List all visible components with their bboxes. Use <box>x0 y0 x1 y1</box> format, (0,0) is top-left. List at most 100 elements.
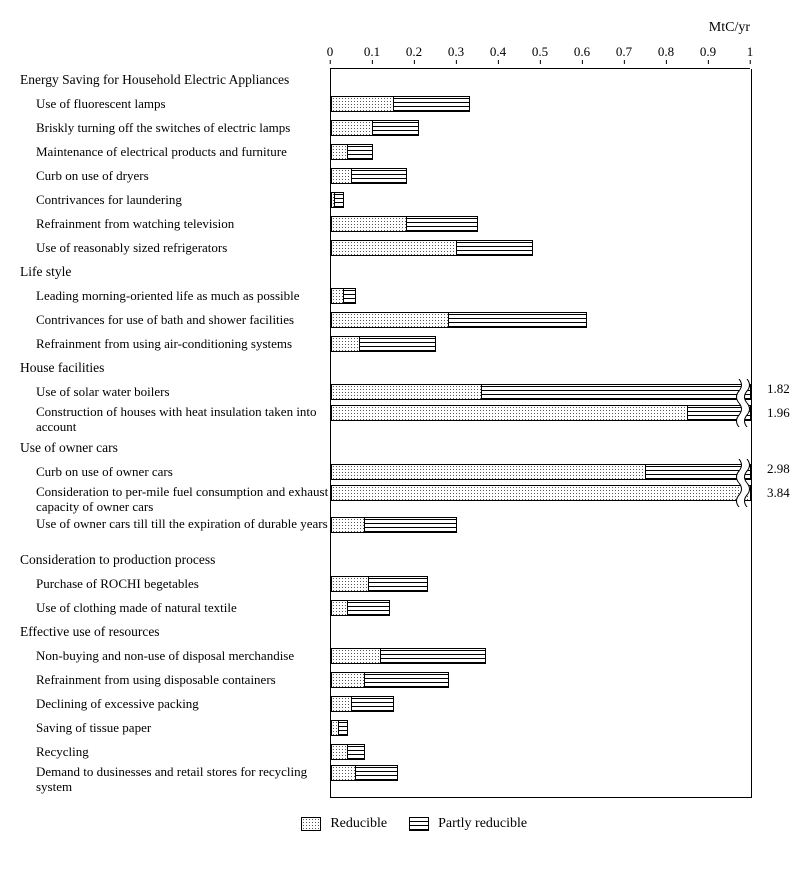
bar-row <box>331 573 751 597</box>
item-label: Declining of excessive packing <box>20 692 330 716</box>
x-tick: 0.1 <box>364 44 380 60</box>
bar-row <box>331 237 751 261</box>
plot-row <box>331 261 751 285</box>
bar-segment-partly <box>335 192 343 208</box>
bar-row <box>331 213 751 237</box>
x-tick: 0.3 <box>448 44 464 60</box>
group-header: Life style <box>20 260 330 284</box>
bar-segment-reducible <box>331 765 356 781</box>
x-tick: 0.8 <box>658 44 674 60</box>
plot-row <box>331 549 751 573</box>
bar <box>331 168 407 184</box>
bar-row <box>331 669 751 693</box>
bar-segment-reducible <box>331 648 381 664</box>
bar-segment-reducible <box>331 600 348 616</box>
bar-segment-reducible <box>331 216 407 232</box>
bar <box>331 240 533 256</box>
item-label: Use of reasonably sized refrigerators <box>20 236 330 260</box>
bar-row <box>331 117 751 141</box>
bar <box>331 720 348 736</box>
bar <box>331 672 449 688</box>
bar-segment-reducible <box>331 744 348 760</box>
item-label: Non-buying and non-use of disposal merch… <box>20 644 330 668</box>
bar <box>331 288 356 304</box>
bar <box>331 144 373 160</box>
bar-segment-partly <box>356 765 398 781</box>
item-label: Contrivances for use of bath and shower … <box>20 308 330 332</box>
overflow-value: 1.82 <box>767 381 790 397</box>
bar-row <box>331 189 751 213</box>
bar-row <box>331 693 751 717</box>
bar-row <box>331 141 751 165</box>
item-label: Saving of tissue paper <box>20 716 330 740</box>
bar-segment-reducible <box>331 120 373 136</box>
item-label: Curb on use of owner cars <box>20 460 330 484</box>
bar-row <box>331 717 751 741</box>
bar-segment-reducible <box>331 405 688 421</box>
bar-segment-partly <box>360 336 436 352</box>
bar-segment-reducible <box>331 336 360 352</box>
x-tick: 0.9 <box>700 44 716 60</box>
bar-segment-partly <box>365 672 449 688</box>
plot-row <box>331 437 751 461</box>
bar-segment-reducible <box>331 720 339 736</box>
bar <box>331 96 470 112</box>
item-label: Construction of houses with heat insulat… <box>20 404 330 436</box>
legend-label-partly: Partly reducible <box>438 816 527 831</box>
bar-segment-reducible <box>331 240 457 256</box>
bar-row <box>331 741 751 765</box>
item-label: Maintenance of electrical products and f… <box>20 140 330 164</box>
unit-label: MtC/yr <box>20 20 790 36</box>
bar-segment-partly <box>407 216 478 232</box>
item-label: Use of solar water boilers <box>20 380 330 404</box>
bar-row <box>331 165 751 189</box>
bar-segment-partly <box>339 720 347 736</box>
bar-row <box>331 597 751 621</box>
item-label: Leading morning-oriented life as much as… <box>20 284 330 308</box>
item-label: Curb on use of dryers <box>20 164 330 188</box>
bar-segment-partly <box>348 744 365 760</box>
overflow-value: 2.98 <box>767 461 790 477</box>
bar-row <box>331 333 751 357</box>
group-header: Effective use of resources <box>20 620 330 644</box>
bar-row: 1.82 <box>331 381 751 405</box>
bar <box>331 192 344 208</box>
chart-container: MtC/yr Energy Saving for Household Elect… <box>20 20 790 832</box>
bar-segment-partly <box>352 168 407 184</box>
legend-label-reducible: Reducible <box>330 816 387 831</box>
bar <box>331 517 457 533</box>
plot-row <box>331 357 751 381</box>
bar-segment-partly <box>688 405 751 421</box>
bar <box>331 696 394 712</box>
bar-row <box>331 765 751 797</box>
bar-segment-partly <box>348 600 390 616</box>
bar-row <box>331 309 751 333</box>
group-header: Energy Saving for Household Electric App… <box>20 68 330 92</box>
item-label: Consideration to per-mile fuel consumpti… <box>20 484 330 516</box>
item-label: Purchase of ROCHI begetables <box>20 572 330 596</box>
bar-segment-reducible <box>331 96 394 112</box>
item-label: Use of clothing made of natural textile <box>20 596 330 620</box>
item-label: Use of fluorescent lamps <box>20 92 330 116</box>
legend-swatch-reducible <box>301 817 321 831</box>
bar <box>331 485 751 501</box>
bar-segment-partly <box>365 517 457 533</box>
item-label: Refrainment from using disposable contai… <box>20 668 330 692</box>
bar-row <box>331 285 751 309</box>
group-header: Consideration to production process <box>20 548 330 572</box>
x-tick: 0.2 <box>406 44 422 60</box>
item-label: Recycling <box>20 740 330 764</box>
item-label: Contrivances for laundering <box>20 188 330 212</box>
bar-segment-reducible <box>331 517 365 533</box>
item-label: Use of owner cars till till the expirati… <box>20 516 330 548</box>
legend: Reducible Partly reducible <box>20 816 790 832</box>
x-tick: 1 <box>747 44 754 60</box>
bar <box>331 648 486 664</box>
x-tick: 0.4 <box>490 44 506 60</box>
bar <box>331 464 751 480</box>
bar <box>331 216 478 232</box>
bar <box>331 765 398 781</box>
bar-row <box>331 517 751 549</box>
bar <box>331 576 428 592</box>
bar <box>331 405 751 421</box>
